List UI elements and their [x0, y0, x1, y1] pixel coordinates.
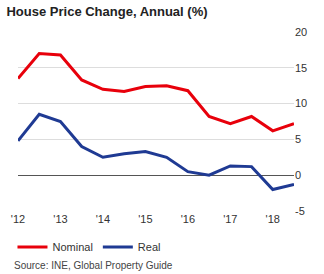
svg-text:0: 0 [295, 169, 301, 181]
svg-text:House Price Change, Annual (%): House Price Change, Annual (%) [6, 4, 207, 19]
svg-text:Nominal: Nominal [52, 241, 92, 253]
svg-text:'18: '18 [266, 213, 280, 225]
svg-text:'15: '15 [138, 213, 152, 225]
svg-text:Source: INE, Global Property G: Source: INE, Global Property Guide [14, 260, 173, 271]
svg-text:10: 10 [295, 97, 307, 109]
svg-text:'14: '14 [96, 213, 110, 225]
svg-text:'12: '12 [11, 213, 25, 225]
svg-text:'13: '13 [53, 213, 67, 225]
svg-text:20: 20 [295, 26, 307, 38]
svg-text:5: 5 [295, 133, 301, 145]
svg-text:Real: Real [138, 241, 161, 253]
svg-text:15: 15 [295, 62, 307, 74]
svg-text:-5: -5 [295, 205, 305, 217]
svg-text:'16: '16 [181, 213, 195, 225]
svg-text:'17: '17 [223, 213, 237, 225]
